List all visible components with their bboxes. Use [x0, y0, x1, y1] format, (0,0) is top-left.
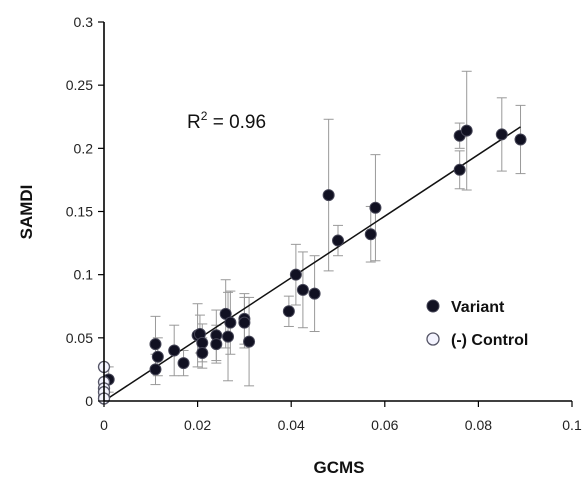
legend-marker-control	[426, 332, 440, 346]
x-tick-label: 0.06	[371, 417, 398, 433]
y-tick-label: 0.1	[74, 267, 94, 283]
variant-point	[282, 305, 295, 318]
variant-point	[460, 124, 473, 137]
variant-point	[364, 228, 377, 241]
y-tick-label: 0.05	[66, 330, 93, 346]
legend: Variant (-) Control	[426, 299, 528, 349]
y-tick-label: 0.25	[66, 77, 93, 93]
x-tick-label: 0.02	[184, 417, 211, 433]
y-tick-label: 0.15	[66, 204, 93, 220]
variant-point	[289, 268, 302, 281]
variant-point	[168, 344, 181, 357]
y-axis-title: SAMDI	[17, 185, 36, 240]
x-tick-label: 0	[100, 417, 108, 433]
r-squared-superscript: 2	[201, 109, 208, 123]
axes	[98, 21, 573, 407]
variant-point	[453, 163, 466, 176]
variant-point	[514, 133, 527, 146]
x-tick-label: 0.1	[562, 417, 582, 433]
variant-point	[238, 316, 251, 329]
x-tick-label: 0.04	[278, 417, 305, 433]
data-points	[97, 124, 527, 405]
variant-point	[369, 201, 382, 214]
variant-point	[332, 234, 344, 247]
variant-point	[151, 350, 164, 363]
variant-point	[243, 335, 256, 348]
r-squared-prefix: R	[187, 112, 201, 133]
x-tick-label: 0.08	[465, 417, 492, 433]
y-tick-label: 0.2	[74, 140, 94, 156]
variant-point	[224, 316, 237, 329]
y-tick-label: 0.3	[74, 14, 94, 30]
x-axis-title: GCMS	[314, 458, 365, 477]
r-squared-annotation: R2 = 0.96	[187, 109, 266, 133]
tick-labels: 0 0.02 0.04 0.06 0.08 0.1 0 0.05 0.1 0.15 0.2 0.25 0…	[66, 14, 582, 433]
variant-point	[495, 128, 508, 141]
r-squared-value: = 0.96	[207, 112, 266, 133]
variant-point	[196, 346, 209, 359]
variant-point	[308, 287, 321, 300]
variant-point	[222, 330, 235, 343]
variant-point	[210, 338, 223, 351]
variant-point	[322, 189, 335, 202]
y-tick-label: 0	[85, 393, 93, 409]
variant-point	[177, 357, 190, 370]
legend-marker-variant	[426, 299, 440, 313]
error-bars	[99, 70, 526, 401]
variant-point	[196, 336, 209, 349]
legend-label-control: (-) Control	[451, 332, 528, 349]
variant-point	[149, 363, 162, 376]
legend-label-variant: Variant	[451, 299, 505, 316]
variant-point	[149, 338, 162, 351]
variant-point	[296, 283, 309, 296]
